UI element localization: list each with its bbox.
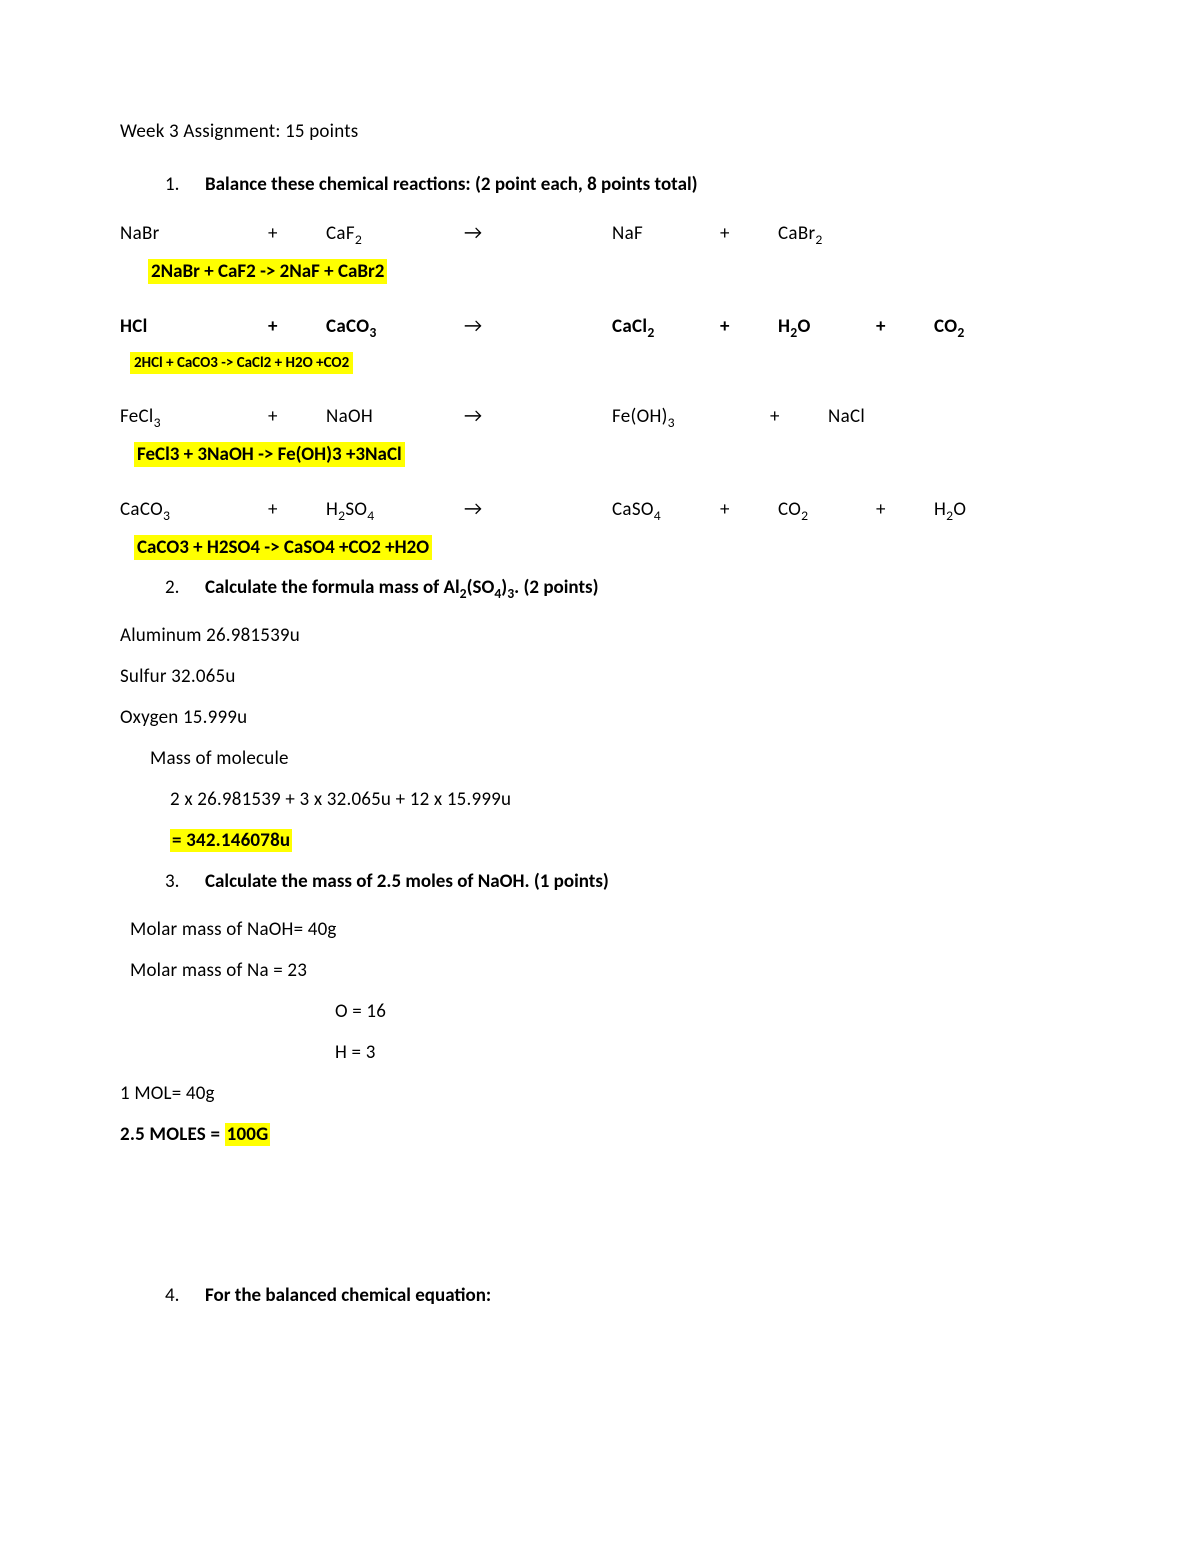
arrow-icon: → <box>464 221 604 245</box>
op: + <box>720 222 770 245</box>
page-title: Week 3 Assignment: 15 points <box>120 120 1080 143</box>
q2-line: Aluminum 26.981539u <box>120 624 1080 647</box>
op: + <box>876 498 926 521</box>
product: Fe(OH)3 <box>612 405 762 428</box>
q4-number: 4. <box>165 1284 205 1307</box>
equation-row-3: FeCl3 + NaOH → Fe(OH)3 + NaCl <box>120 404 1080 428</box>
q3-answer: 2.5 MOLES = 100G <box>120 1123 1080 1146</box>
answer-1: 2NaBr + CaF2 -> 2NaF + CaBr2 <box>148 259 387 284</box>
reactant: HCl <box>120 315 260 338</box>
equation-row-2: HCl + CaCO3 → CaCl2 + H2O + CO2 <box>120 314 1080 338</box>
q2-text: Calculate the formula mass of Al2(SO4)3.… <box>205 576 599 599</box>
question-3: 3. Calculate the mass of 2.5 moles of Na… <box>165 870 1080 893</box>
reactant: H2SO4 <box>326 498 456 521</box>
reactant: CaCO3 <box>326 315 456 338</box>
q4-text: For the balanced chemical equation: <box>205 1284 491 1307</box>
q2-line: 2 x 26.981539 + 3 x 32.065u + 12 x 15.99… <box>170 788 1080 811</box>
reactant: CaCO3 <box>120 498 260 521</box>
q3-line: Molar mass of Na = 23 <box>130 959 1080 982</box>
q1-number: 1. <box>165 173 205 196</box>
arrow-icon: → <box>464 314 604 338</box>
op: + <box>876 315 926 338</box>
reactant: FeCl3 <box>120 405 260 428</box>
equation-row-1: NaBr + CaF2 → NaF + CaBr2 <box>120 221 1080 245</box>
question-1: 1. Balance these chemical reactions: (2 … <box>165 173 1080 196</box>
question-2: 2. Calculate the formula mass of Al2(SO4… <box>165 576 1080 599</box>
arrow-icon: → <box>464 404 604 428</box>
answer-2: 2HCl + CaCO3 -> CaCl2 + H2O +CO2 <box>130 352 353 374</box>
q2-line: Oxygen 15.999u <box>120 706 1080 729</box>
q2-line: Sulfur 32.065u <box>120 665 1080 688</box>
q3-text: Calculate the mass of 2.5 moles of NaOH.… <box>205 870 609 893</box>
reactant: NaBr <box>120 222 260 245</box>
q3-line: 1 MOL= 40g <box>120 1082 1080 1105</box>
answer-4: CaCO3 + H2SO4 -> CaSO4 +CO2 +H2O <box>134 535 432 560</box>
op: + <box>720 315 770 338</box>
q2-answer: = 342.146078u <box>170 829 1080 852</box>
question-4: 4. For the balanced chemical equation: <box>165 1284 1080 1307</box>
q3-number: 3. <box>165 870 205 893</box>
product: CaSO4 <box>612 498 712 521</box>
q3-line: Molar mass of NaOH= 40g <box>130 918 1080 941</box>
product: NaF <box>612 222 712 245</box>
product: CO2 <box>778 498 868 521</box>
equation-row-4: CaCO3 + H2SO4 → CaSO4 + CO2 + H2O <box>120 497 1080 521</box>
product: CaBr2 <box>778 222 868 245</box>
op: + <box>770 405 820 428</box>
product: H2O <box>778 315 868 338</box>
op: + <box>720 498 770 521</box>
reactant: CaF2 <box>326 222 456 245</box>
q3-line: O = 16 <box>335 1000 1080 1023</box>
arrow-icon: → <box>464 497 604 521</box>
op: + <box>268 405 318 428</box>
product: CO2 <box>934 315 1014 338</box>
reactant: NaOH <box>326 405 456 428</box>
product: NaCl <box>828 405 918 428</box>
page: Week 3 Assignment: 15 points 1. Balance … <box>0 0 1200 1553</box>
q1-text: Balance these chemical reactions: (2 poi… <box>205 173 698 196</box>
q3-line: H = 3 <box>335 1041 1080 1064</box>
product: H2O <box>934 498 1014 521</box>
answer-3: FeCl3 + 3NaOH -> Fe(OH)3 +3NaCl <box>134 442 405 467</box>
q2-line: Mass of molecule <box>150 747 1080 770</box>
product: CaCl2 <box>612 315 712 338</box>
q2-number: 2. <box>165 576 205 599</box>
op: + <box>268 222 318 245</box>
op: + <box>268 315 318 338</box>
op: + <box>268 498 318 521</box>
